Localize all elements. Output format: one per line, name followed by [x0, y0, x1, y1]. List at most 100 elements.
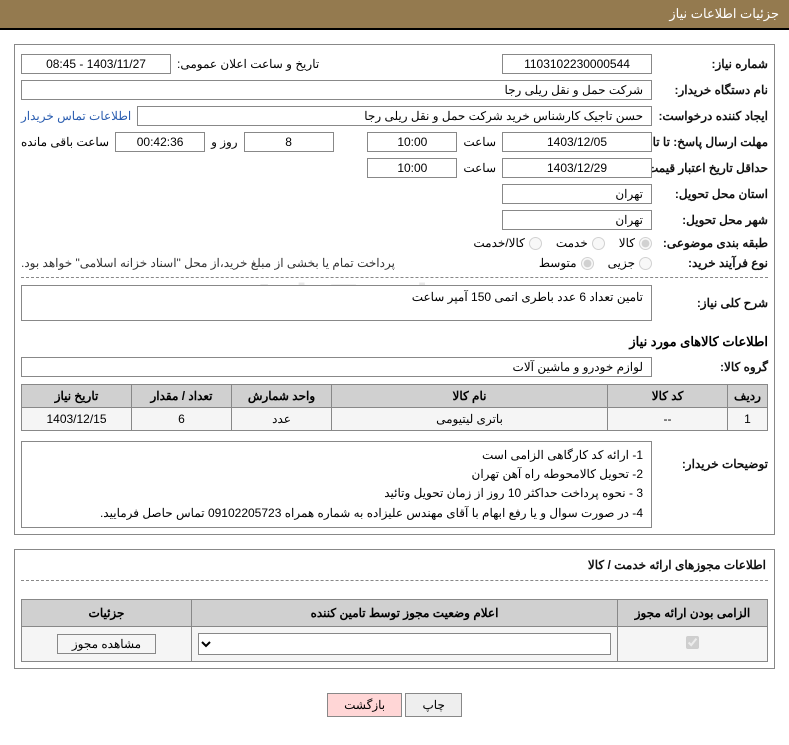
th-unit: واحد شمارش [232, 385, 332, 408]
cell-code: -- [608, 408, 728, 431]
print-button[interactable]: چاپ [405, 693, 461, 717]
note-line-4: 4- در صورت سوال و یا رفع ابهام با آقای م… [30, 504, 643, 523]
need-number-label: شماره نیاز: [658, 57, 768, 71]
cell-details: مشاهده مجوز [22, 626, 192, 661]
th-qty: تعداد / مقدار [132, 385, 232, 408]
page-title: جزئیات اطلاعات نیاز [669, 6, 779, 21]
note-line-1: 1- ارائه کد کارگاهی الزامی است [30, 446, 643, 465]
requester-label: ایجاد کننده درخواست: [658, 109, 768, 123]
process-radio-group: جزیی متوسط [539, 256, 652, 270]
time-label-1: ساعت [463, 135, 496, 149]
th-date: تاریخ نیاز [22, 385, 132, 408]
remaining-label: ساعت باقی مانده [21, 135, 109, 149]
cell-row: 1 [728, 408, 768, 431]
buyer-notes-label: توضیحات خریدار: [658, 437, 768, 471]
delivery-city-label: شهر محل تحویل: [658, 213, 768, 227]
time-label-2: ساعت [463, 161, 496, 175]
category-radio-group: کالا خدمت کالا/خدمت [473, 236, 652, 250]
license-row: مشاهده مجوز [22, 626, 768, 661]
radio-goods-service-label: کالا/خدمت [473, 236, 524, 250]
radio-goods-item[interactable]: کالا [619, 236, 652, 250]
goods-group-label: گروه کالا: [658, 360, 768, 374]
radio-goods[interactable] [639, 237, 652, 250]
summary-value: تامین تعداد 6 عدد باطری اتمی 150 آمپر سا… [21, 285, 652, 321]
buyer-org-label: نام دستگاه خریدار: [658, 83, 768, 97]
row-delivery-city: شهر محل تحویل: تهران [21, 207, 768, 233]
radio-service-item[interactable]: خدمت [556, 236, 605, 250]
th-code: کد کالا [608, 385, 728, 408]
buyer-org-value: شرکت حمل و نقل ریلی رجا [21, 80, 652, 100]
radio-goods-service[interactable] [529, 237, 542, 250]
view-license-button[interactable]: مشاهده مجوز [57, 634, 156, 654]
th-row: ردیف [728, 385, 768, 408]
table-row: 1 -- باتری لیتیومی عدد 6 1403/12/15 [22, 408, 768, 431]
row-reply-deadline: مهلت ارسال پاسخ: تا تاریخ: 1403/12/05 سا… [21, 129, 768, 155]
row-buyer-notes: توضیحات خریدار: 1- ارائه کد کارگاهی الزا… [21, 437, 768, 528]
row-requester: ایجاد کننده درخواست: حسن تاجیک کارشناس خ… [21, 103, 768, 129]
cell-qty: 6 [132, 408, 232, 431]
row-goods-group: گروه کالا: لوازم خودرو و ماشین آلات [21, 354, 768, 380]
radio-medium[interactable] [581, 257, 594, 270]
th-details: جزئیات [22, 599, 192, 626]
items-header-row: ردیف کد کالا نام کالا واحد شمارش تعداد /… [22, 385, 768, 408]
back-button[interactable]: بازگشت [327, 693, 402, 717]
row-process-type: نوع فرآیند خرید: جزیی متوسط پرداخت تمام … [21, 253, 768, 273]
cell-unit: عدد [232, 408, 332, 431]
radio-small-item[interactable]: جزیی [608, 256, 652, 270]
row-delivery-province: استان محل تحویل: تهران [21, 181, 768, 207]
row-summary: شرح کلی نیاز: تامین تعداد 6 عدد باطری ات… [21, 282, 768, 324]
cell-mandatory [618, 626, 768, 661]
th-mandatory: الزامی بودن ارائه مجوز [618, 599, 768, 626]
days-count-value: 8 [244, 132, 334, 152]
goods-group-value: لوازم خودرو و ماشین آلات [21, 357, 652, 377]
row-price-validity: حداقل تاریخ اعتبار قیمت: تا تاریخ: 1403/… [21, 155, 768, 181]
th-name: نام کالا [332, 385, 608, 408]
separator-1 [21, 277, 768, 278]
mandatory-checkbox [686, 636, 699, 649]
cell-name: باتری لیتیومی [332, 408, 608, 431]
cell-date: 1403/12/15 [22, 408, 132, 431]
separator-2 [21, 580, 768, 581]
buyer-notes-box: 1- ارائه کد کارگاهی الزامی است 2- تحویل … [21, 441, 652, 528]
radio-medium-item[interactable]: متوسط [539, 256, 594, 270]
process-note: پرداخت تمام یا بخشی از مبلغ خرید،از محل … [21, 256, 395, 270]
reply-time-value: 10:00 [367, 132, 457, 152]
page-header: جزئیات اطلاعات نیاز [0, 0, 789, 30]
radio-small[interactable] [639, 257, 652, 270]
delivery-city-value: تهران [502, 210, 652, 230]
price-validity-date: 1403/12/29 [502, 158, 652, 178]
buyer-contact-link[interactable]: اطلاعات تماس خریدار [21, 109, 131, 123]
delivery-province-label: استان محل تحویل: [658, 187, 768, 201]
radio-service[interactable] [592, 237, 605, 250]
cell-status [192, 626, 618, 661]
row-buyer-org: نام دستگاه خریدار: شرکت حمل و نقل ریلی ر… [21, 77, 768, 103]
delivery-province-value: تهران [502, 184, 652, 204]
main-panel: AriaTender.net شماره نیاز: 1103102230000… [14, 44, 775, 535]
button-bar: چاپ بازگشت [0, 683, 789, 727]
countdown-value: 00:42:36 [115, 132, 205, 152]
note-line-3: 3 - نحوه پرداخت حداکثر 10 روز از زمان تح… [30, 484, 643, 503]
goods-info-title: اطلاعات کالاهای مورد نیاز [21, 330, 768, 354]
need-number-value: 1103102230000544 [502, 54, 652, 74]
note-line-2: 2- تحویل کالامحوطه راه آهن تهران [30, 465, 643, 484]
days-and-label: روز و [211, 135, 238, 149]
price-validity-label: حداقل تاریخ اعتبار قیمت: تا تاریخ: [658, 161, 768, 175]
category-label: طبقه بندی موضوعی: [658, 236, 768, 250]
row-need-number: شماره نیاز: 1103102230000544 تاریخ و ساع… [21, 51, 768, 77]
th-status: اعلام وضعیت مجوز توسط تامین کننده [192, 599, 618, 626]
license-panel: اطلاعات مجوزهای ارائه خدمت / کالا الزامی… [14, 549, 775, 669]
status-dropdown[interactable] [198, 633, 611, 655]
summary-label: شرح کلی نیاز: [658, 296, 768, 310]
license-section-title: اطلاعات مجوزهای ارائه خدمت / کالا [21, 556, 768, 580]
radio-goods-label: کالا [619, 236, 635, 250]
reply-date-value: 1403/12/05 [502, 132, 652, 152]
price-validity-time: 10:00 [367, 158, 457, 178]
items-table: ردیف کد کالا نام کالا واحد شمارش تعداد /… [21, 384, 768, 431]
radio-goods-service-item[interactable]: کالا/خدمت [473, 236, 541, 250]
license-table: الزامی بودن ارائه مجوز اعلام وضعیت مجوز … [21, 599, 768, 662]
announce-value: 1403/11/27 - 08:45 [21, 54, 171, 74]
process-type-label: نوع فرآیند خرید: [658, 256, 768, 270]
row-category: طبقه بندی موضوعی: کالا خدمت کالا/خدمت [21, 233, 768, 253]
license-header-row: الزامی بودن ارائه مجوز اعلام وضعیت مجوز … [22, 599, 768, 626]
reply-deadline-label: مهلت ارسال پاسخ: تا تاریخ: [658, 135, 768, 149]
